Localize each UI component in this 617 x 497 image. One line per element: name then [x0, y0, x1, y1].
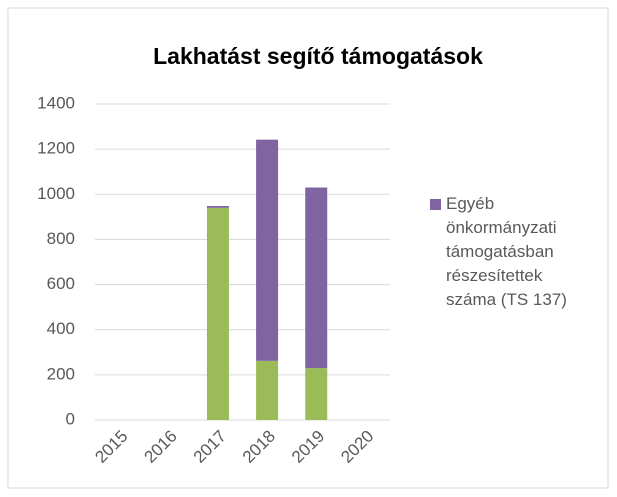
y-tick-label: 800	[47, 229, 75, 248]
legend-entry: Egyéb önkormányzati támogatásban részesí…	[430, 192, 576, 312]
y-tick-label: 200	[47, 364, 75, 383]
y-tick-label: 400	[47, 319, 75, 338]
y-tick-label: 1200	[37, 139, 75, 158]
y-tick-label: 600	[47, 274, 75, 293]
chart-title: Lakhatást segítő támogatások	[153, 43, 483, 69]
y-tick-label: 1400	[37, 93, 75, 112]
bar-segment	[256, 139, 279, 361]
bar-segment	[305, 187, 328, 369]
legend-label: Egyéb önkormányzati támogatásban részesí…	[446, 194, 567, 309]
legend: Egyéb önkormányzati támogatásban részesí…	[430, 192, 576, 312]
bar-segment	[256, 360, 279, 420]
bar-segment	[305, 368, 328, 420]
y-tick-label: 1000	[37, 184, 75, 203]
legend-swatch	[430, 199, 441, 210]
bar-segment	[206, 207, 229, 420]
y-tick-label: 0	[66, 409, 75, 428]
bar-segment	[206, 206, 229, 208]
